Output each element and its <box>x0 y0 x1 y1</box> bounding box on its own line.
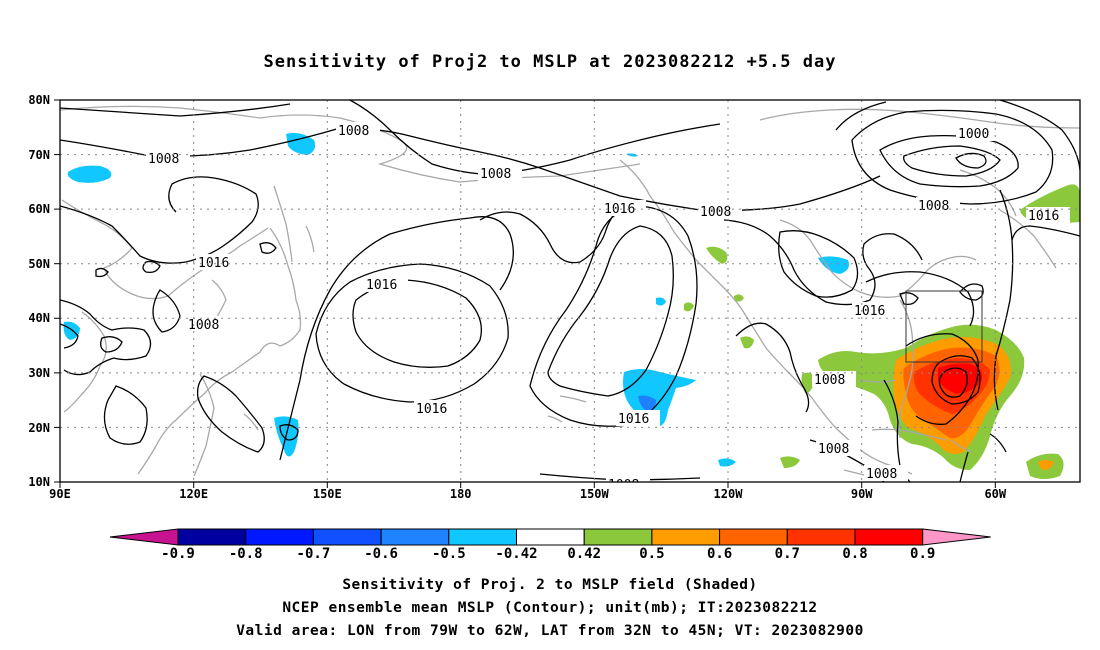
lat-tick-label: 60N <box>28 202 50 216</box>
contour-label-1008: 1008 <box>818 442 849 457</box>
colorbar-box <box>719 528 788 546</box>
colorbar-tick-label: 0.7 <box>775 546 800 562</box>
lat-tick-label: 10N <box>28 475 50 489</box>
latitude-axis: 80N 70N 60N 50N 40N 30N 20N 10N <box>28 93 60 489</box>
colorbar-box <box>312 528 382 546</box>
colorbar-tick-label: 0.9 <box>910 546 935 562</box>
colorbar-tick-label: -0.6 <box>364 546 398 562</box>
contour-label-1008: 1008 <box>918 199 949 214</box>
lon-tick-label: 90W <box>851 487 873 501</box>
lat-tick-label: 80N <box>28 93 50 107</box>
lon-tick-label: 90E <box>49 487 71 501</box>
mslp-contours <box>60 100 1080 482</box>
contour-label-1008: 1008 <box>188 318 219 333</box>
colorbar-box <box>177 528 247 546</box>
colorbar-box <box>245 528 314 546</box>
contour-label-1008: 1008 <box>480 167 511 182</box>
contour-label-1008: 1008 <box>148 152 179 167</box>
map-frame <box>59 99 1081 483</box>
caption-shaded: Sensitivity of Proj. 2 to MSLP field (Sh… <box>342 577 757 593</box>
caption-valid-area: Valid area: LON from 79W to 62W, LAT fro… <box>236 623 864 639</box>
colorbar-box <box>448 528 517 546</box>
contour-label-1016: 1016 <box>1028 209 1059 224</box>
colorbar-tick-label: -0.8 <box>229 546 263 562</box>
colorbar-tick-label: 0.8 <box>842 546 867 562</box>
contour-label-1016: 1016 <box>366 278 397 293</box>
contour-label-1000: 1000 <box>958 127 989 142</box>
lat-lon-grid <box>60 100 1080 482</box>
colorbar-tick-label: 0.42 <box>567 546 601 562</box>
lon-tick-label: 120W <box>714 487 744 501</box>
contour-label-1016: 1016 <box>854 304 885 319</box>
contour-label-1016: 1016 <box>604 202 635 217</box>
contour-label-1008: 1008 <box>866 467 897 482</box>
lon-tick-label: 120E <box>179 487 208 501</box>
colorbar-box <box>380 528 450 546</box>
colorbar-tick-label: -0.9 <box>161 546 195 562</box>
contour-label-1008: 1008 <box>700 205 731 220</box>
colorbar-tick-label: -0.7 <box>297 546 331 562</box>
contour-label-1008: 1008 <box>338 124 369 139</box>
colorbar-box <box>854 528 924 546</box>
lat-tick-label: 50N <box>28 257 50 271</box>
lon-tick-label: 180 <box>450 487 472 501</box>
colorbar-tick-label: -0.5 <box>432 546 466 562</box>
sensitivity-shading <box>63 132 1080 479</box>
figure-title: Sensitivity of Proj2 to MSLP at 20230822… <box>264 52 837 72</box>
contour-label-1016: 1016 <box>618 412 649 427</box>
colorbar-box <box>651 528 721 546</box>
contour-label-1008: 1008 <box>814 373 845 388</box>
longitude-axis: 90E 120E 150E 180 150W 120W 90W 60W <box>49 482 1007 501</box>
lon-tick-label: 150E <box>313 487 342 501</box>
colorbar-box <box>516 528 585 546</box>
lon-tick-label: 60W <box>984 487 1006 501</box>
colorbar-tick-label: 0.6 <box>707 546 732 562</box>
colorbar-arrow-high <box>922 528 991 546</box>
contour-label-1016: 1016 <box>416 402 447 417</box>
caption-contour: NCEP ensemble mean MSLP (Contour); unit(… <box>282 600 817 616</box>
colorbar-box <box>786 528 856 546</box>
colorbar-tick-label: 0.5 <box>639 546 664 562</box>
lat-tick-label: 40N <box>28 311 50 325</box>
lat-tick-label: 70N <box>28 148 50 162</box>
lon-tick-label: 150W <box>580 487 610 501</box>
contour-label-1016: 1016 <box>198 256 229 271</box>
colorbar: -0.9 -0.8 -0.7 -0.6 -0.5 -0.42 0.42 0.5 0.6 0.7 0.… <box>109 528 991 562</box>
colorbar-box <box>583 528 653 546</box>
contour-labels: 1008 1008 1008 1016 1016 1008 1016 1016 … <box>146 122 1070 493</box>
colorbar-arrow-low <box>109 528 179 546</box>
contour-label-1008: 1008 <box>608 478 639 493</box>
colorbar-tick-label: -0.42 <box>495 546 537 562</box>
valid-area-box <box>905 290 983 363</box>
lat-tick-label: 20N <box>28 421 50 435</box>
lat-tick-label: 30N <box>28 366 50 380</box>
